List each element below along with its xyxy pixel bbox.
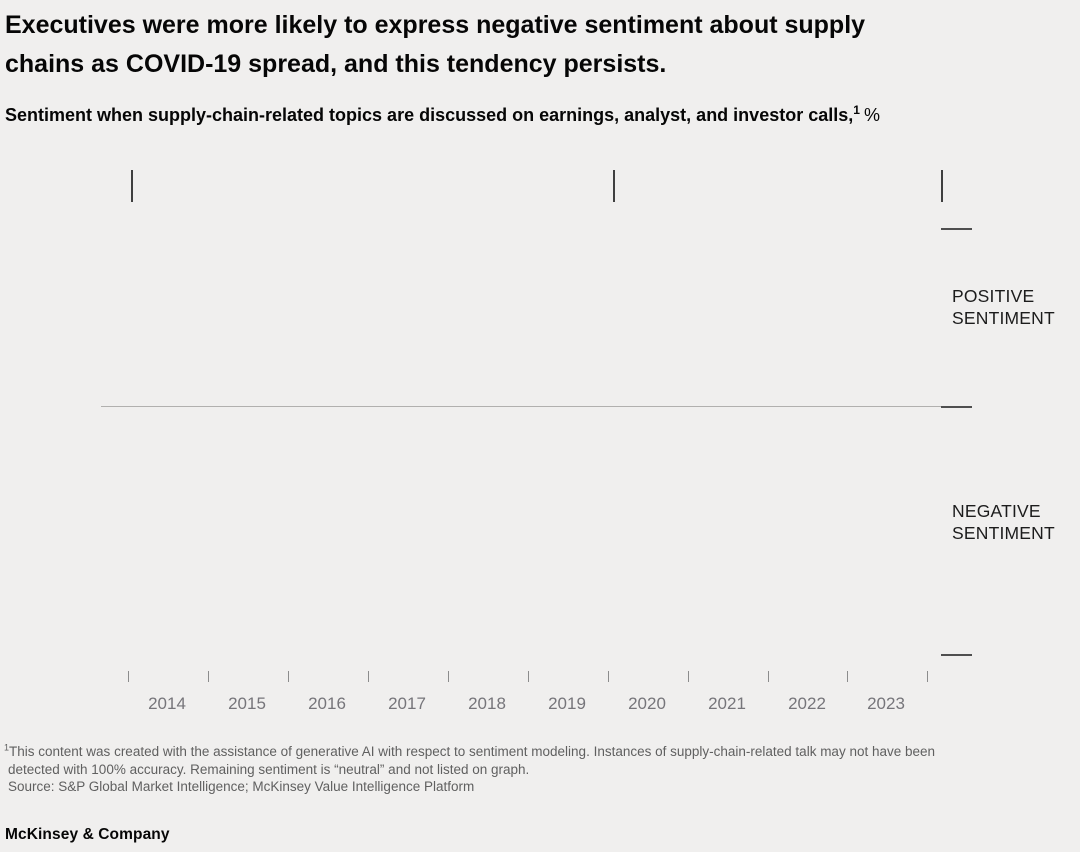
page-title: Executives were more likely to express n… bbox=[5, 6, 1045, 83]
zero-baseline bbox=[101, 406, 972, 407]
x-axis-tick bbox=[847, 671, 848, 682]
x-axis-label-2016: 2016 bbox=[308, 694, 346, 713]
x-axis-label-2019: 2019 bbox=[548, 694, 586, 713]
x-axis-tick bbox=[768, 671, 769, 682]
x-axis-tick bbox=[208, 671, 209, 682]
x-axis-tick bbox=[528, 671, 529, 682]
x-axis-label-2021: 2021 bbox=[708, 694, 746, 713]
chart-subtitle: Sentiment when supply-chain-related topi… bbox=[5, 103, 1075, 126]
footnote-line-1: 1This content was created with the assis… bbox=[4, 743, 1064, 761]
x-axis-label-2015: 2015 bbox=[228, 694, 266, 713]
chart-subtitle-text: Sentiment when supply-chain-related topi… bbox=[5, 105, 854, 125]
top-event-tick-latest bbox=[941, 170, 943, 202]
footnote-block: 1This content was created with the assis… bbox=[4, 743, 1064, 796]
positive-sentiment-label: POSITIVE SENTIMENT bbox=[952, 286, 1055, 328]
x-axis-tick bbox=[128, 671, 129, 682]
negative-line-end-marker bbox=[941, 654, 972, 656]
top-event-tick-2020 bbox=[613, 170, 615, 202]
footnote-source: Source: S&P Global Market Intelligence; … bbox=[8, 779, 475, 794]
x-axis-label-2014: 2014 bbox=[148, 694, 186, 713]
positive-line-end-marker bbox=[941, 228, 972, 230]
page-title-line-1: Executives were more likely to express n… bbox=[5, 11, 866, 39]
mckinsey-logo: McKinsey & Company bbox=[5, 826, 170, 843]
x-axis-tick bbox=[608, 671, 609, 682]
x-axis-label-2020: 2020 bbox=[628, 694, 666, 713]
x-axis-tick bbox=[688, 671, 689, 682]
chart-subtitle-unit: % bbox=[863, 105, 880, 125]
footnote-line-2: detected with 100% accuracy. Remaining s… bbox=[8, 761, 530, 777]
x-axis-label-2018: 2018 bbox=[468, 694, 506, 713]
top-event-tick-2014 bbox=[131, 170, 133, 202]
x-axis-label-2022: 2022 bbox=[788, 694, 826, 713]
chart-subtitle-footnote-marker: 1 bbox=[853, 103, 860, 117]
x-axis-tick bbox=[448, 671, 449, 682]
x-axis-label-2017: 2017 bbox=[388, 694, 426, 713]
footnote-superscript: 1 bbox=[4, 742, 10, 753]
footnote-line-1-text: This content was created with the assist… bbox=[9, 744, 936, 759]
negative-sentiment-label: NEGATIVE SENTIMENT bbox=[952, 501, 1055, 543]
x-axis-tick bbox=[368, 671, 369, 682]
baseline-end-marker bbox=[941, 405, 972, 408]
x-axis-tick bbox=[927, 671, 928, 682]
x-axis-label-2023: 2023 bbox=[867, 694, 905, 713]
x-axis-tick bbox=[288, 671, 289, 682]
page-title-line-2: chains as COVID-19 spread, and this tend… bbox=[5, 49, 667, 78]
